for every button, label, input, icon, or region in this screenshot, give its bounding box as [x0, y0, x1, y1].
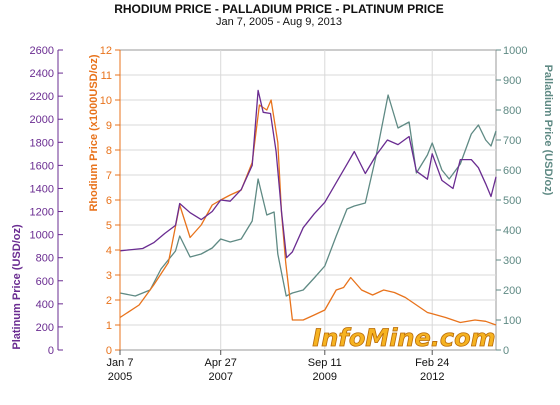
rhodium-tick-label: 0 [106, 345, 112, 357]
rhodium-tick-label: 10 [100, 95, 112, 107]
watermark-layer: InfoMine.com [312, 324, 496, 353]
palladium-tick-label: 0 [503, 345, 509, 357]
platinum-axis-label: Platinum Price (USD/oz) [11, 224, 23, 350]
series-line-palladium [119, 94, 497, 297]
palladium-tick-label: 700 [503, 135, 521, 147]
palladium-tick-label: 400 [503, 225, 521, 237]
palladium-tick-label: 100 [503, 315, 521, 327]
rhodium-tick-label: 8 [106, 145, 112, 157]
rhodium-tick-label: 2 [106, 295, 112, 307]
date-tick-year: 2012 [420, 371, 444, 383]
rhodium-tick-label: 5 [106, 220, 112, 232]
rhodium-tick-label: 11 [101, 70, 112, 82]
series-line-rhodium [119, 99, 497, 326]
palladium-tick-label: 800 [503, 105, 521, 117]
platinum-tick-label: 1200 [30, 207, 54, 219]
date-tick-year: 2007 [208, 371, 232, 383]
palladium-tick-label: 500 [503, 195, 521, 207]
rhodium-tick-label: 12 [100, 45, 112, 57]
platinum-tick-label: 1400 [30, 183, 54, 195]
date-tick-year: 2005 [108, 371, 132, 383]
date-tick-label: Jan 7 [107, 357, 134, 369]
series-layer [119, 89, 497, 326]
series-line-platinum [119, 89, 497, 259]
platinum-tick-label: 2600 [30, 45, 54, 57]
chart-title: RHODIUM PRICE - PALLADIUM PRICE - PLATIN… [114, 2, 444, 16]
palladium-tick-label: 200 [503, 285, 521, 297]
date-tick-label: Apr 27 [205, 357, 237, 369]
rhodium-tick-label: 3 [106, 270, 112, 282]
platinum-tick-label: 400 [36, 299, 54, 311]
palladium-tick-label: 600 [503, 165, 521, 177]
platinum-tick-label: 2000 [30, 114, 54, 126]
platinum-tick-label: 1600 [30, 160, 54, 172]
rhodium-tick-label: 6 [106, 195, 112, 207]
palladium-tick-label: 900 [503, 75, 521, 87]
watermark: InfoMine.com [312, 324, 495, 352]
rhodium-tick-label: 7 [106, 170, 112, 182]
platinum-tick-label: 1800 [30, 137, 54, 149]
platinum-tick-label: 2200 [30, 91, 54, 103]
platinum-tick-label: 0 [48, 345, 54, 357]
platinum-tick-label: 2400 [30, 68, 54, 80]
rhodium-axis-label: Rhodium Price (x1000USD/oz) [88, 54, 100, 211]
rhodium-tick-label: 1 [106, 320, 112, 332]
palladium-tick-label: 1000 [503, 45, 527, 57]
date-tick-label: Feb 24 [415, 357, 449, 369]
date-tick-label: Sep 11 [308, 357, 342, 369]
rhodium-tick-label: 4 [106, 245, 112, 257]
chart-subtitle: Jan 7, 2005 - Aug 9, 2013 [216, 16, 342, 28]
rhodium-tick-label: 9 [106, 120, 112, 132]
palladium-axis: 0 100 200 300 400 500 600 700 800 900 1000 [496, 45, 527, 357]
date-axis: Jan 7 2005 Apr 27 2007 Sep 11 2009 Feb 24 2012 [107, 350, 449, 383]
palladium-axis-label: Palladium Price (USD/oz) [542, 65, 554, 196]
platinum-tick-label: 200 [36, 322, 54, 334]
platinum-tick-label: 800 [36, 253, 54, 265]
date-tick-year: 2009 [313, 371, 337, 383]
platinum-tick-label: 600 [36, 276, 54, 288]
gridlines [120, 50, 496, 350]
palladium-tick-label: 300 [503, 255, 521, 267]
platinum-tick-label: 1000 [30, 230, 54, 242]
platinum-axis: 0 200 400 600 800 1000 1200 1400 1600 1800 2000 220… [30, 45, 63, 357]
